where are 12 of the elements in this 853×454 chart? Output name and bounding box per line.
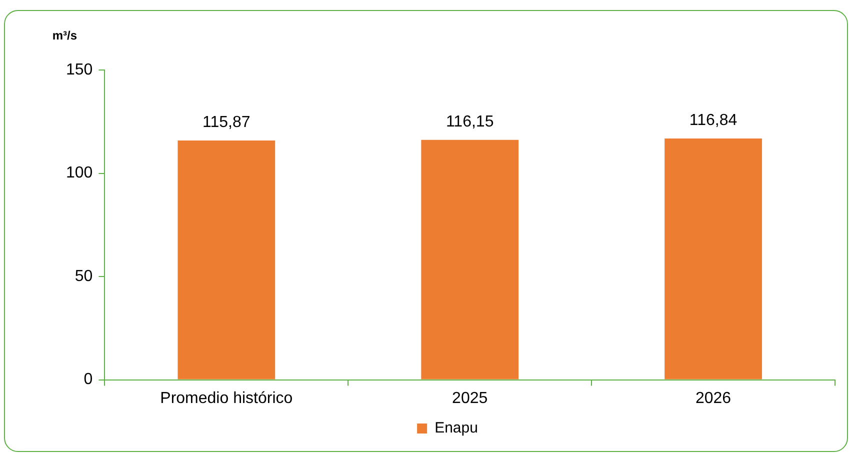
y-axis-title: m³/s bbox=[52, 28, 78, 42]
y-tick-label: 150 bbox=[66, 61, 93, 78]
x-tick-label: 2025 bbox=[452, 390, 488, 407]
data-label: 116,15 bbox=[446, 113, 494, 130]
y-tick-label: 100 bbox=[66, 164, 93, 182]
x-tick-label: 2026 bbox=[695, 390, 732, 407]
y-tick-label: 50 bbox=[74, 268, 93, 285]
x-tick-label: Promedio histórico bbox=[160, 390, 293, 407]
data-label: 116,84 bbox=[689, 112, 738, 129]
legend-label: Enapu bbox=[434, 420, 478, 437]
y-tick-label: 0 bbox=[84, 371, 93, 388]
data-label: 115,87 bbox=[202, 114, 250, 131]
